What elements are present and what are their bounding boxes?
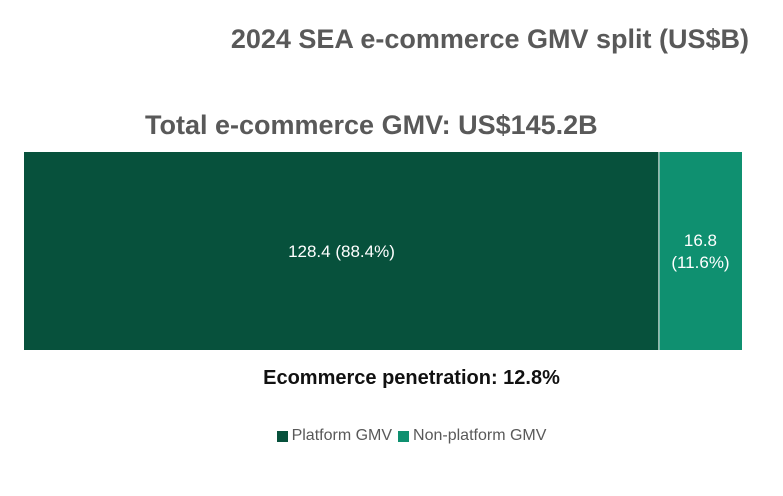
ecommerce-penetration-note: Ecommerce penetration: 12.8% (263, 367, 560, 389)
stacked-bar-chart: 128.4 (88.4%) 16.8 (11.6%) (24, 152, 742, 350)
data-label-platform: 128.4 (88.4%) (288, 242, 395, 261)
legend-swatch-non-platform (398, 430, 410, 442)
chart-title: 2024 SEA e-commerce GMV split (US$B) (230, 24, 749, 54)
legend: Platform GMV Non-platform GMV (0, 427, 783, 445)
bar-segment-platform (24, 152, 659, 350)
legend-label-platform: Platform GMV (291, 427, 393, 444)
bar-segment-non-platform (658, 152, 742, 350)
data-label-non-platform: 16.8 (11.6%) (671, 231, 729, 272)
legend-label-non-platform: Non-platform GMV (413, 427, 547, 444)
legend-swatch-platform (276, 430, 288, 442)
legend-item-non-platform: Non-platform GMV (398, 427, 546, 445)
legend-item-platform: Platform GMV (276, 427, 393, 445)
chart-subtitle: Total e-commerce GMV: US$145.2B (145, 110, 598, 140)
